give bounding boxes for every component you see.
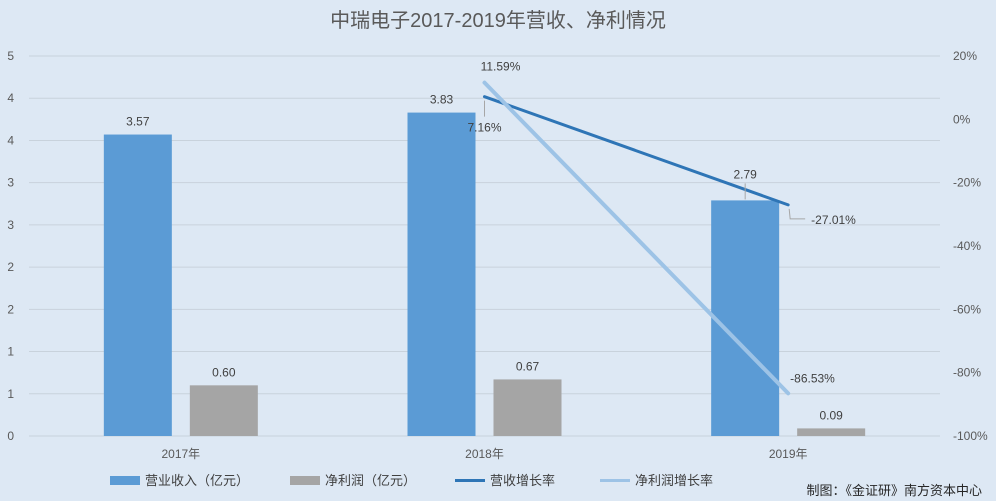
y-axis-tick-label: 1 bbox=[7, 345, 14, 359]
net-profit-bar bbox=[493, 379, 562, 436]
y-axis-tick-label: 2 bbox=[7, 302, 14, 316]
y2-axis-tick-label: -20% bbox=[953, 176, 981, 190]
revenue-bar bbox=[407, 112, 476, 437]
revenue-growth-line bbox=[483, 95, 790, 207]
y-axis-tick-label: 3 bbox=[7, 176, 14, 190]
y2-axis-tick-label: -80% bbox=[953, 366, 981, 380]
net-profit-bar bbox=[189, 385, 258, 436]
y-axis-tick-label: 4 bbox=[7, 133, 14, 147]
y-axis-tick-label: 0 bbox=[7, 429, 14, 443]
y-axis-tick-label: 5 bbox=[7, 49, 14, 63]
legend-swatch bbox=[110, 476, 140, 485]
data-label: -27.01% bbox=[811, 213, 856, 227]
revenue-bar bbox=[711, 200, 780, 436]
legend-swatch bbox=[290, 476, 320, 485]
legend-label: 营收增长率 bbox=[490, 473, 555, 488]
legend-item-net-profit: 净利润（亿元） bbox=[290, 473, 416, 488]
data-label: 0.67 bbox=[516, 359, 540, 373]
y2-axis-tick-label: -40% bbox=[953, 239, 981, 253]
data-label: 11.59% bbox=[481, 60, 521, 74]
legend-label: 净利润增长率 bbox=[635, 473, 713, 488]
y2-axis-tick-label: 0% bbox=[953, 112, 971, 126]
data-label-leader bbox=[788, 208, 806, 220]
legend-item-revenue: 营业收入（亿元） bbox=[110, 473, 249, 488]
legend-label: 净利润（亿元） bbox=[325, 473, 416, 488]
revenue-bar bbox=[103, 134, 172, 437]
y2-axis-tick-label: 20% bbox=[953, 49, 977, 63]
y2-axis-tick-label: -100% bbox=[953, 429, 988, 443]
y2-axis-tick-label: -60% bbox=[953, 302, 981, 316]
y-axis-tick-label: 4 bbox=[7, 91, 14, 105]
y-axis-tick-label: 3 bbox=[7, 218, 14, 232]
chart-credit: 制图：《金证研》南方资本中心 bbox=[806, 483, 982, 498]
data-label: 3.83 bbox=[430, 93, 454, 107]
legend: 营业收入（亿元） 净利润（亿元） 营收增长率 净利润增长率 bbox=[110, 473, 713, 488]
data-label: 0.60 bbox=[212, 365, 236, 379]
data-label: -86.53% bbox=[790, 371, 835, 385]
legend-label: 营业收入（亿元） bbox=[145, 473, 249, 488]
net-profit-bar bbox=[797, 428, 866, 436]
y-axis-tick-label: 1 bbox=[7, 387, 14, 401]
data-label: 2.79 bbox=[733, 167, 757, 181]
x-axis-tick-label: 2018年 bbox=[465, 447, 504, 461]
data-label: 0.09 bbox=[819, 408, 843, 422]
x-axis-tick-label: 2017年 bbox=[161, 447, 200, 461]
data-label: 3.57 bbox=[126, 115, 150, 129]
chart-title: 中瑞电子2017-2019年营收、净利情况 bbox=[330, 9, 666, 32]
x-axis-tick-label: 2019年 bbox=[769, 447, 808, 461]
legend-item-net-profit-growth: 净利润增长率 bbox=[600, 473, 713, 488]
legend-item-revenue-growth: 营收增长率 bbox=[455, 473, 555, 488]
net-profit-growth-line bbox=[482, 80, 791, 396]
y-axis-tick-label: 2 bbox=[7, 260, 14, 274]
data-label: 7.16% bbox=[467, 121, 501, 135]
